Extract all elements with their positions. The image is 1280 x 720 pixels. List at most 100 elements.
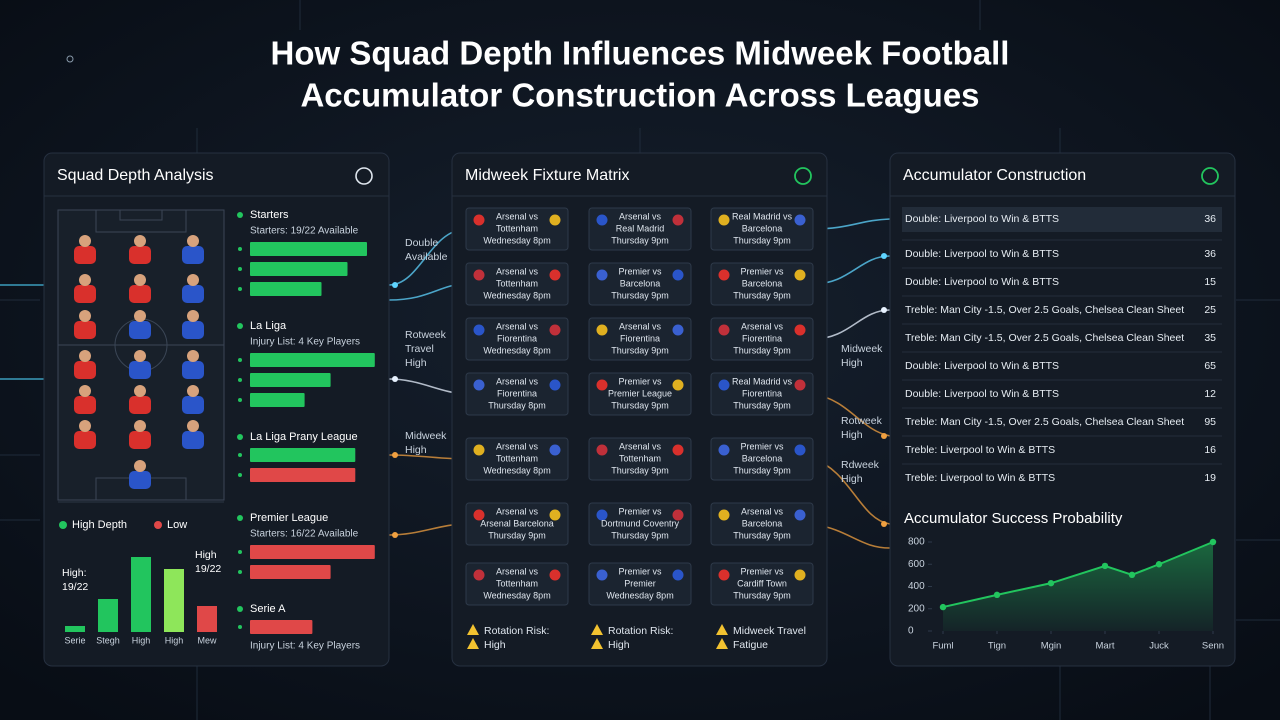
fixture-text: Wednesday 8pm [606,590,673,600]
accumulator-text: Double: Liverpool to Win & BTTS [905,276,1059,288]
fixture-card[interactable] [465,502,569,546]
fixture-card[interactable] [588,502,692,546]
fixture-card[interactable] [465,317,569,361]
fixture-card[interactable] [465,437,569,481]
fixture-text: Premier League [608,388,672,398]
warning-text: High [608,639,630,651]
player-head [79,274,91,286]
group-detail: Injury List: 4 Key Players [250,337,360,348]
crest [718,569,730,581]
fixture-text: Dortmund Coventry [601,518,680,528]
fixture-text: Arsenal Barcelona [480,518,554,528]
crest [473,569,485,581]
point [1155,561,1163,568]
x-tick-label: Serie [64,635,85,645]
crest [794,444,806,456]
connector-label: High [841,357,863,369]
fixture-card[interactable] [465,262,569,306]
fixture-card[interactable] [465,562,569,606]
accumulator-text: Double: Liverpool to Win & BTTS [905,213,1059,225]
warning-text: High [484,639,506,651]
x-tick-label: Senn [1202,641,1224,652]
connector-dot [881,307,887,313]
crest [473,269,485,281]
fixture-text: Thursday 9pm [733,465,791,475]
connector-label: High [841,473,863,485]
player-head [79,385,91,397]
fixture-text: Premier vs [618,506,662,516]
fixture-card[interactable] [588,562,692,606]
player-body [74,285,96,303]
annotation: High: [62,567,87,579]
crest [549,269,561,281]
fixture-text: Thursday 9pm [611,400,669,410]
fixture-text: Arsenal vs [496,506,539,516]
player-head [187,350,199,362]
fixture-text: Wednesday 8pm [483,345,550,355]
fixture-text: Fiorentina [497,333,537,343]
panel-icon[interactable] [794,167,812,185]
fixture-text: Barcelona [742,518,783,528]
fixture-card[interactable] [588,317,692,361]
annotation: 19/22 [62,581,88,593]
accumulator-text: Treble: Liverpool to Win & BTTS [905,444,1055,456]
panel-icon[interactable] [1201,167,1219,185]
crest [549,509,561,521]
fixture-card[interactable] [588,262,692,306]
bar-dot [238,473,242,477]
player-body [182,285,204,303]
fixture-card[interactable] [465,372,569,416]
accumulator-value: 36 [1204,248,1216,260]
fixture-card[interactable] [465,207,569,251]
player-body [129,396,151,414]
group-name: Premier League [250,512,328,524]
connector-label: Rotweek [405,329,447,341]
chart-title: Accumulator Success Probability [904,510,1123,527]
player-head [187,385,199,397]
fixture-text: Wednesday 8pm [483,290,550,300]
fixture-text: Fiorentina [620,333,660,343]
player-head [134,385,146,397]
fixture-text: Barcelona [620,278,661,288]
y-tick-label: 600 [908,559,925,570]
player-body [129,321,151,339]
player-head [134,235,146,247]
bar-dot [238,358,242,362]
fixture-card[interactable] [710,372,814,416]
fixture-card[interactable] [588,372,692,416]
bullet [237,515,243,521]
fixture-text: Arsenal vs [496,566,539,576]
bar-dot [238,398,242,402]
crest [596,379,608,391]
fixture-card[interactable] [710,502,814,546]
fixture-card[interactable] [710,437,814,481]
accumulator-value: 15 [1204,276,1216,288]
crest [549,444,561,456]
warning-text: Rotation Risk: [484,625,549,637]
bullet [237,434,243,440]
fixture-card[interactable] [710,562,814,606]
panel-icon[interactable] [355,167,373,185]
fixture-text: Thursday 9pm [733,400,791,410]
crest [718,444,730,456]
fixture-card[interactable] [710,317,814,361]
y-tick-label: 200 [908,603,925,614]
warning-text: Midweek Travel [733,625,806,637]
warning-icon [591,624,603,635]
accumulator-text: Double: Liverpool to Win & BTTS [905,360,1059,372]
fixture-text: Tottenham [619,453,661,463]
player-body [182,246,204,264]
player-head [134,274,146,286]
connector-label: High [405,444,427,456]
fixture-card[interactable] [588,437,692,481]
depth-bar [250,545,375,559]
fixture-text: Thursday 9pm [611,345,669,355]
fixture-card[interactable] [710,207,814,251]
fixture-text: Fiorentina [497,388,537,398]
panel-heading: Accumulator Construction [903,167,1086,184]
bar-dot [238,625,242,629]
fixture-text: Tottenham [496,453,538,463]
fixture-card[interactable] [588,207,692,251]
fixture-card[interactable] [710,262,814,306]
